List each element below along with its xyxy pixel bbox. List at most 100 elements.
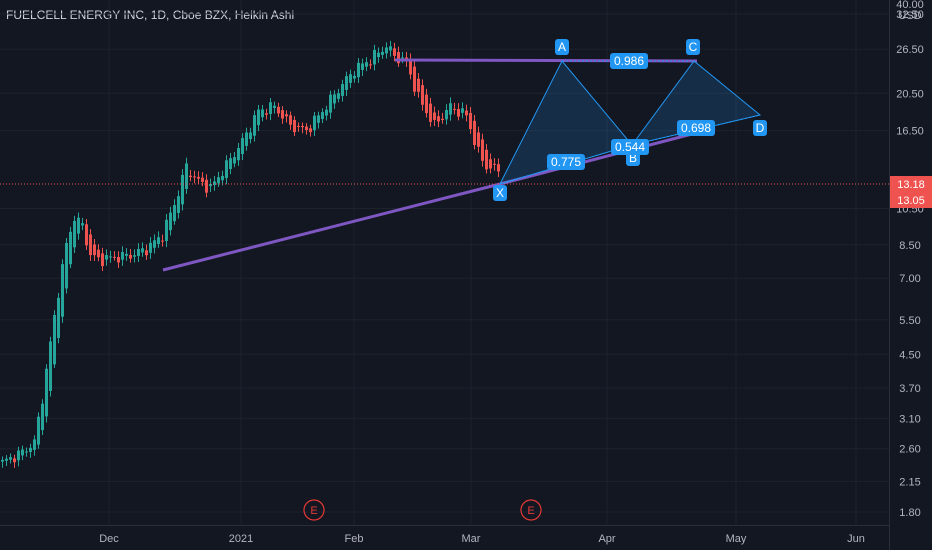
candle-body — [81, 223, 84, 226]
y-tick-label: 40.00 — [896, 0, 924, 11]
pattern-ratio-label-bg — [611, 139, 649, 155]
candle-body — [277, 106, 280, 114]
candle-body — [377, 52, 380, 58]
candle-body — [113, 256, 116, 258]
pattern-point-label-bg — [493, 185, 507, 201]
candle-body — [265, 113, 268, 115]
candle-body — [333, 94, 336, 104]
candle-body — [109, 256, 112, 258]
y-tick-label: 3.10 — [899, 413, 920, 425]
y-tick-label: 5.50 — [899, 315, 920, 327]
candle-body — [25, 451, 28, 453]
pattern-point-label-text: C — [689, 40, 698, 54]
price-axis[interactable]: 40.00USD32.5026.5020.5016.5010.508.507.0… — [890, 0, 932, 519]
candle-body — [5, 458, 8, 461]
candle-body — [97, 249, 100, 258]
candle-body — [409, 59, 412, 75]
candle-body — [233, 157, 236, 164]
axes — [0, 0, 890, 550]
candle-body — [345, 76, 348, 90]
time-axis[interactable]: Dec 2021 Feb Mar Apr May Jun — [99, 533, 865, 545]
candle-body — [201, 177, 204, 182]
last-price-tag-text: 13.18 — [897, 179, 925, 191]
candle-body — [213, 181, 216, 186]
support-trendline — [162, 182, 501, 272]
earnings-marker: E — [520, 499, 542, 521]
candle-body — [205, 179, 208, 193]
candle-body — [225, 160, 228, 179]
candle-body — [493, 163, 496, 165]
candle-body — [401, 57, 404, 59]
candle-body — [61, 264, 64, 317]
candle-body — [185, 163, 188, 189]
candle-body — [269, 102, 272, 114]
candle-body — [13, 458, 16, 463]
earnings-circle — [520, 499, 542, 521]
pattern-ratio-label-text: 0.775 — [551, 155, 581, 169]
pattern-point-label-bg — [686, 39, 700, 55]
pattern-point-label: A — [555, 39, 569, 55]
candle-body — [53, 314, 56, 365]
candle-body — [65, 242, 68, 289]
candle-body — [217, 177, 220, 184]
second-price-tag: 13.05 — [890, 192, 932, 208]
candle-body — [125, 253, 128, 256]
candle-body — [137, 248, 140, 256]
y-tick-label: 3.70 — [899, 383, 920, 395]
support-trendline-extension — [499, 126, 716, 186]
candle-body — [257, 109, 260, 126]
candle-body — [365, 62, 368, 67]
candle-body — [341, 84, 344, 96]
x-tick-label: Dec — [99, 533, 119, 545]
pattern-point-label-text: A — [558, 40, 566, 54]
candle-body — [173, 205, 176, 222]
candle-body — [457, 109, 460, 117]
candle-body — [413, 66, 416, 92]
candle-body — [145, 250, 148, 256]
candle-body — [253, 115, 256, 136]
candle-body — [437, 116, 440, 122]
candle-body — [433, 112, 436, 120]
candle-body — [477, 132, 480, 147]
candle-body — [141, 248, 144, 253]
pattern-ratio-label-bg — [677, 120, 715, 136]
candle-body — [93, 244, 96, 256]
pattern-ratio-label: 0.544 — [611, 139, 649, 155]
candle-body — [369, 64, 372, 66]
y-tick-label: 8.50 — [899, 240, 920, 252]
pattern-point-label-bg — [753, 120, 767, 136]
second-price-tag-bg — [890, 192, 932, 208]
candle-body — [421, 85, 424, 105]
y-tick-label: 20.50 — [896, 88, 924, 100]
pattern-ratio-label-text: 0.698 — [681, 121, 711, 135]
candle-body — [197, 176, 200, 179]
x-tick-label: Jun — [847, 533, 865, 545]
candle-body — [69, 231, 72, 265]
candle-body — [37, 416, 40, 445]
candle-body — [313, 115, 316, 131]
candle-body — [337, 93, 340, 99]
candle-body — [441, 118, 444, 120]
candles — [1, 40, 500, 468]
candle-body — [449, 103, 452, 115]
candle-body — [9, 457, 12, 460]
candle-body — [353, 75, 356, 79]
candle-body — [273, 105, 276, 109]
y-tick-label: 7.00 — [899, 273, 920, 285]
candle-body — [169, 212, 172, 231]
last-price-tag-bg — [890, 176, 932, 192]
candle-body — [237, 148, 240, 161]
y-tick-label: 4.50 — [899, 349, 920, 361]
grid — [0, 0, 889, 525]
candle-body — [117, 256, 120, 263]
pattern-ratio-label-bg — [610, 53, 648, 69]
pattern-point-label-text: X — [496, 186, 504, 200]
harmonic-pattern: X A B C D 0.775 0.544 0.986 0.698 — [493, 39, 767, 201]
candle-body — [261, 109, 264, 118]
candle-body — [293, 119, 296, 133]
y-tick-label: 2.60 — [899, 444, 920, 456]
candle-body — [305, 126, 308, 131]
candle-body — [321, 112, 324, 120]
candle-body — [209, 184, 212, 187]
